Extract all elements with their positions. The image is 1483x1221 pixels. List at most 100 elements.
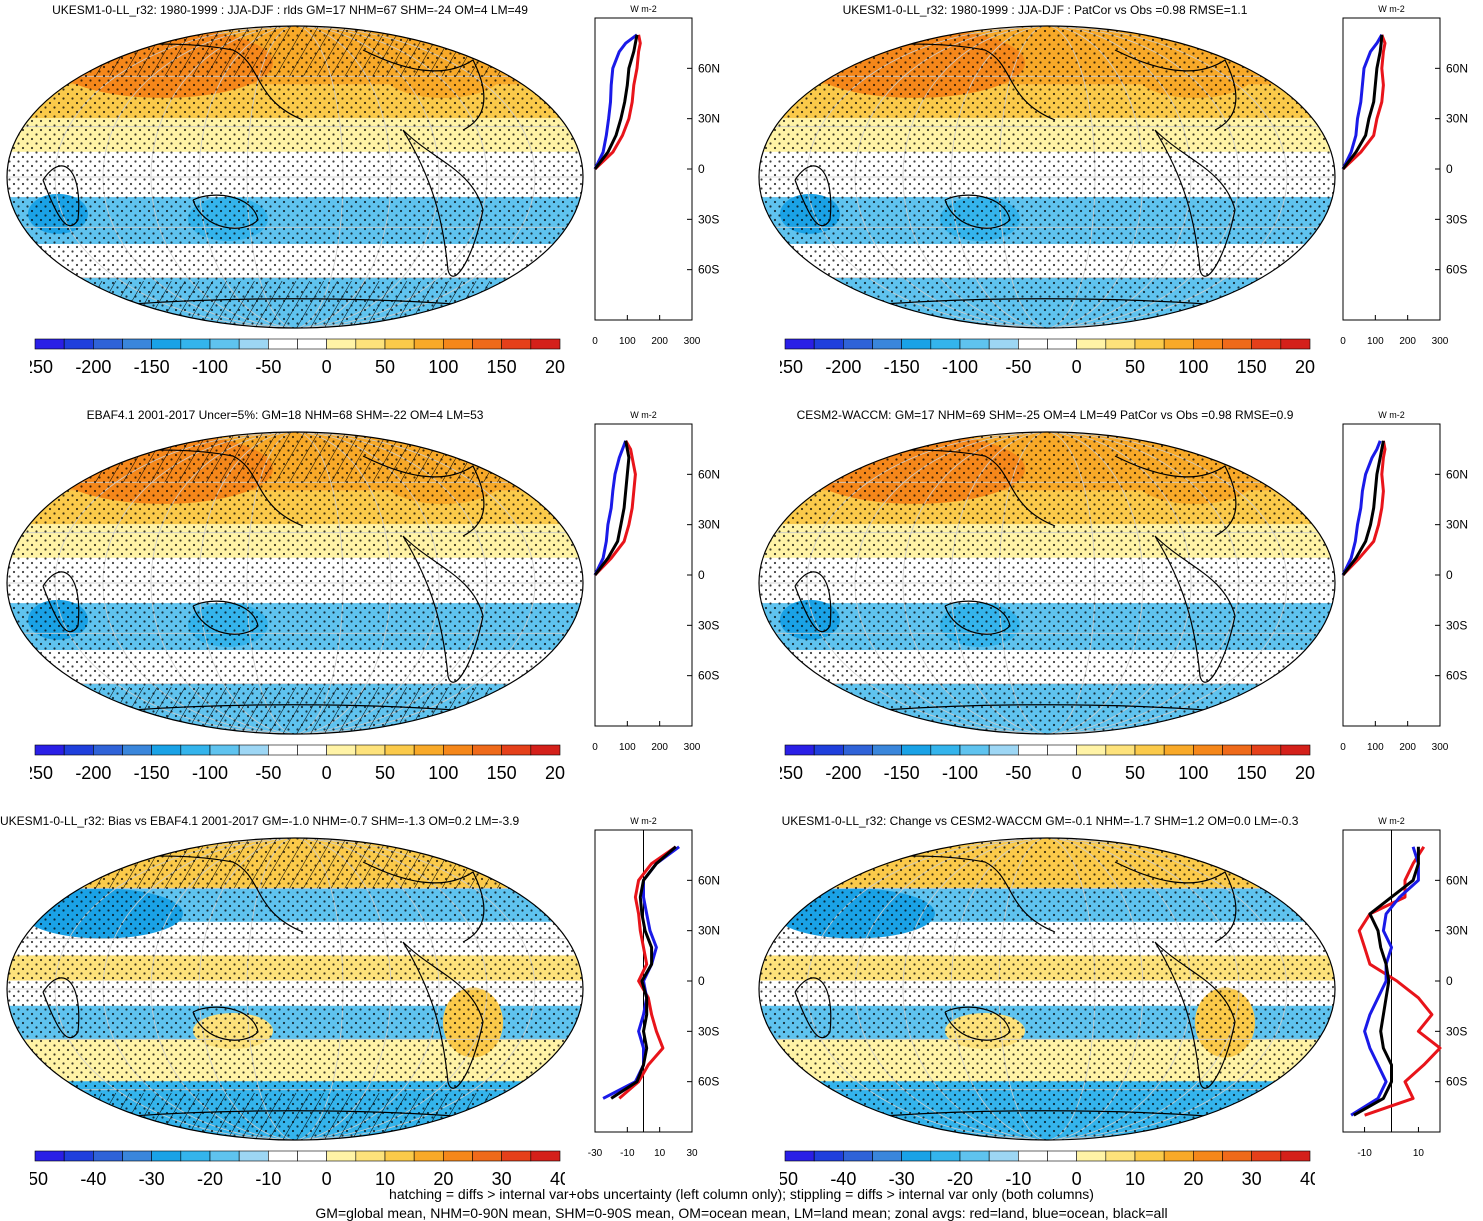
colorbar-tick-label: 100 <box>428 763 458 783</box>
coastline <box>794 571 832 633</box>
zonal-mean-line <box>593 440 637 577</box>
colorbar-swatch <box>472 1150 502 1162</box>
zonal-mean-line <box>593 34 639 170</box>
footer-note-2: GM=global mean, NHM=0-90N mean, SHM=0-90… <box>315 1205 1168 1221</box>
coastline <box>42 165 80 227</box>
colorbar-swatch <box>813 338 844 350</box>
colorbar-swatch <box>1047 744 1077 756</box>
colorbar-swatch <box>1047 338 1077 350</box>
colorbar-swatch <box>959 338 990 350</box>
colorbar-swatch <box>1193 744 1223 756</box>
colorbar-swatch <box>1280 338 1311 350</box>
map-border <box>6 25 584 329</box>
colorbar-tick-label: 10 <box>375 1169 395 1189</box>
coastline <box>1114 455 1237 537</box>
colorbar-tick-label: -100 <box>192 357 228 377</box>
colorbar-tick-label: -40 <box>80 1169 106 1189</box>
x-tick-label: 300 <box>1432 336 1449 347</box>
stippling <box>759 838 1335 1140</box>
footer-note-1: hatching = diffs > internal var+obs unce… <box>389 1186 1094 1202</box>
map-border <box>758 25 1336 329</box>
colorbar-swatch <box>988 338 1019 350</box>
zonal-mean-line <box>1341 440 1382 576</box>
world-map <box>758 25 1336 329</box>
coastline <box>402 941 484 1089</box>
colorbar-swatch <box>472 338 502 350</box>
colorbar-tick-label: 20 <box>1183 1169 1203 1189</box>
y-tick-label: 0 <box>698 162 705 176</box>
x-tick-label: 300 <box>684 742 701 753</box>
colorbar-swatch <box>34 338 65 350</box>
colorbar-swatch <box>843 1150 873 1162</box>
colorbar: -50-40-30-20-1001020304050 <box>780 1150 1315 1189</box>
stippling <box>759 26 1335 328</box>
units-label: W m-2 <box>1378 816 1405 826</box>
colorbar-swatch <box>1222 744 1252 756</box>
colorbar-swatch <box>238 338 269 350</box>
y-tick-label: 60N <box>698 467 720 481</box>
colorbar-swatch <box>930 1150 961 1162</box>
units-label: W m-2 <box>630 816 657 826</box>
y-tick-label: 0 <box>1446 974 1453 988</box>
colorbar-tick-label: -200 <box>825 763 861 783</box>
colorbar-tick-label: -250 <box>30 357 53 377</box>
colorbar-tick-label: 30 <box>1242 1169 1262 1189</box>
colorbar-tick-label: 100 <box>1178 763 1208 783</box>
colorbar-swatch <box>93 1150 123 1162</box>
colorbar-swatch <box>1222 1150 1252 1162</box>
zonal-mean-line <box>618 845 677 1100</box>
colorbar-swatch <box>209 744 240 756</box>
colorbar-swatch <box>443 338 473 350</box>
colorbar-swatch <box>530 338 561 350</box>
colorbar-swatch <box>530 1150 561 1162</box>
colorbar-tick-label: -150 <box>134 763 170 783</box>
y-tick-label: 60N <box>1446 61 1468 75</box>
colorbar-tick-label: -50 <box>30 1169 48 1189</box>
colorbar-swatch <box>1163 1150 1194 1162</box>
zonal-mean-line <box>1353 846 1420 1117</box>
colorbar-swatch <box>501 338 532 350</box>
colorbar-swatch <box>326 338 357 350</box>
x-tick-label: 100 <box>619 336 636 347</box>
hatching-north <box>7 26 583 77</box>
hatching-south <box>7 687 583 734</box>
colorbar-tick-label: 150 <box>487 763 517 783</box>
map-border <box>6 431 584 735</box>
x-tick-label: -10 <box>1357 1148 1372 1159</box>
colorbar-tick-label: -250 <box>780 763 803 783</box>
panel-title: UKESM1-0-LL_r32: Bias vs EBAF4.1 2001-20… <box>0 814 520 828</box>
colorbar-swatch <box>209 338 240 350</box>
zonal-mean-plot: W m-2 60N 30N 0 30S 60S 0 100 200 300 <box>1340 410 1468 753</box>
colorbar-swatch <box>813 1150 844 1162</box>
zonal-mean-plot: W m-2 60N 30N 0 30S 60S 0 100 200 300 <box>1340 4 1468 347</box>
coastline <box>192 194 259 229</box>
colorbar-tick-label: -250 <box>30 763 53 783</box>
colorbar-swatch <box>1251 744 1282 756</box>
zonal-mean-line <box>1341 34 1384 170</box>
colorbar-swatch <box>268 338 298 350</box>
colorbar-swatch <box>268 1150 298 1162</box>
coastline <box>1114 861 1237 943</box>
world-map <box>6 431 584 735</box>
colorbar-swatch <box>443 744 473 756</box>
x-tick-label: 200 <box>1399 742 1416 753</box>
hatching-north <box>7 432 583 483</box>
stippling <box>7 26 583 328</box>
y-tick-label: 30S <box>1446 618 1467 632</box>
colorbar-swatch <box>901 338 932 350</box>
colorbar-swatch <box>930 338 961 350</box>
colorbar-swatch <box>959 744 990 756</box>
colorbar-tick-label: 20 <box>433 1169 453 1189</box>
colorbar-tick-label: -50 <box>780 1169 798 1189</box>
colorbar-swatch <box>151 338 182 350</box>
colorbar-tick-label: 150 <box>1237 763 1267 783</box>
colorbar-swatch <box>1105 1150 1136 1162</box>
colorbar-swatch <box>1134 1150 1165 1162</box>
map-border <box>758 431 1336 735</box>
colorbar-swatch <box>1076 744 1107 756</box>
coastline <box>192 600 259 635</box>
zonal-mean-line <box>593 440 628 576</box>
colorbar-swatch <box>209 1150 240 1162</box>
colorbar-swatch <box>901 744 932 756</box>
colorbar-swatch <box>1193 338 1223 350</box>
